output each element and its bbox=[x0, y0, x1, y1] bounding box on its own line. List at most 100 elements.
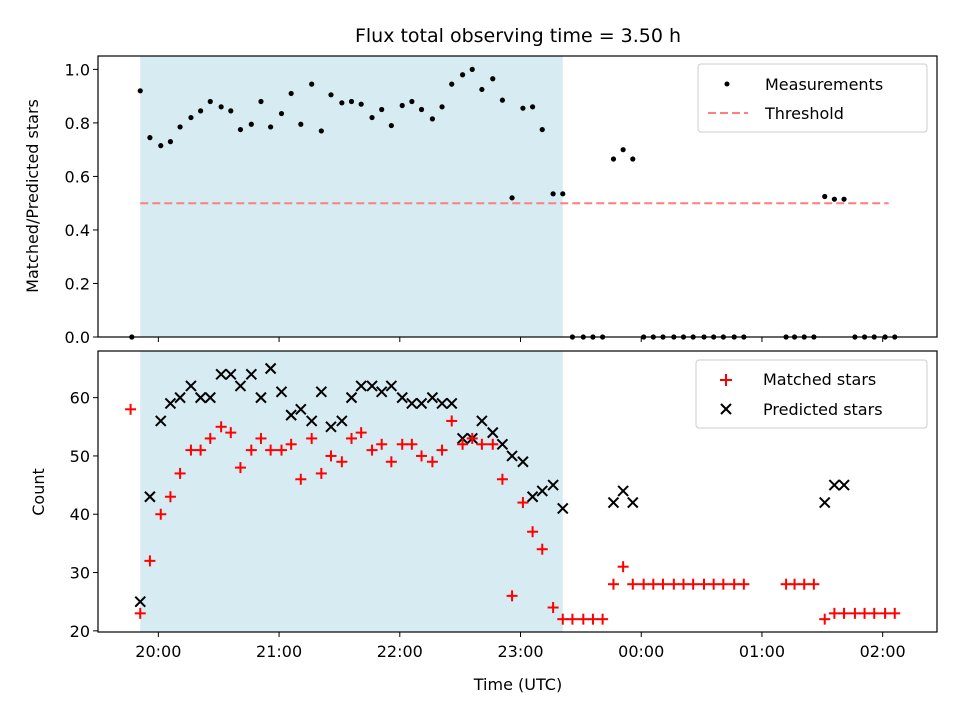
top-legend-box bbox=[697, 63, 928, 133]
matched-star-point bbox=[657, 578, 669, 590]
matched-star-point bbox=[517, 497, 529, 509]
matched-star-point bbox=[698, 578, 710, 590]
predicted-star-point bbox=[819, 496, 831, 509]
matched-star-point bbox=[889, 607, 901, 619]
measurement-point bbox=[348, 98, 355, 105]
matched-star-point bbox=[355, 427, 367, 439]
measurement-point bbox=[268, 124, 274, 130]
predicted-star-points bbox=[134, 362, 850, 608]
measurement-point bbox=[550, 191, 556, 197]
matched-star-point bbox=[849, 607, 861, 619]
predicted-star-point bbox=[366, 380, 378, 392]
predicted-star-point bbox=[185, 380, 197, 392]
matched-star-point bbox=[487, 438, 499, 450]
measurement-points bbox=[129, 66, 898, 340]
predicted-star-point bbox=[517, 456, 529, 468]
predicted-star-point bbox=[204, 391, 216, 404]
legend-threshold-label: Threshold bbox=[764, 104, 844, 123]
predicted-star-point bbox=[264, 362, 277, 375]
measurement-point bbox=[399, 102, 405, 109]
measurement-point bbox=[288, 90, 294, 97]
predicted-star-point bbox=[164, 397, 177, 410]
matched-star-point bbox=[245, 444, 257, 456]
matched-star-point bbox=[144, 555, 156, 567]
top-x-ticks bbox=[157, 337, 884, 342]
matched-star-point bbox=[134, 607, 146, 619]
top-axes-frame bbox=[97, 55, 938, 338]
legend-predicted-label: Predicted stars bbox=[763, 400, 883, 419]
matched-star-point bbox=[225, 427, 237, 439]
y-tick-label: 50 bbox=[70, 447, 90, 466]
measurement-point bbox=[309, 81, 315, 87]
measurement-point bbox=[560, 191, 566, 197]
matched-star-point bbox=[185, 444, 197, 456]
matched-star-point bbox=[125, 403, 137, 415]
matched-star-points bbox=[125, 403, 901, 625]
matched-star-point bbox=[155, 508, 167, 520]
measurement-point bbox=[369, 114, 375, 121]
predicted-star-point bbox=[415, 397, 428, 410]
chart-title: Flux total observing time = 3.50 h bbox=[355, 25, 681, 47]
top-panel: 0.0 0.2 0.4 0.6 0.8 1.0 Matched/Predicted sta… bbox=[23, 55, 938, 347]
matched-star-point bbox=[396, 438, 408, 450]
y-tick-label: 60 bbox=[70, 389, 90, 408]
bottom-x-ticks: 20:00 21:00 22:00 23:00 00:00 01:00 02:00 bbox=[135, 632, 906, 661]
bottom-axes-frame bbox=[97, 350, 938, 633]
measurement-point bbox=[278, 110, 285, 117]
matched-star-point bbox=[265, 444, 277, 456]
predicted-star-point bbox=[194, 391, 207, 404]
legend-matched-label: Matched stars bbox=[763, 370, 876, 389]
bottom-legend-box bbox=[695, 359, 928, 429]
x-tick-label: 20:00 bbox=[135, 642, 181, 661]
x-tick-label: 22:00 bbox=[377, 642, 423, 661]
predicted-star-point bbox=[336, 415, 348, 427]
measurement-point bbox=[177, 124, 183, 130]
matched-star-point bbox=[868, 607, 880, 619]
predicted-star-point bbox=[315, 386, 328, 398]
predicted-star-point bbox=[285, 409, 297, 421]
matched-star-point bbox=[668, 578, 680, 590]
predicted-star-point bbox=[487, 426, 499, 439]
measurement-point bbox=[479, 86, 485, 93]
matched-star-point bbox=[627, 578, 639, 590]
predicted-star-point bbox=[174, 391, 186, 404]
measurement-point bbox=[339, 100, 345, 106]
predicted-star-point bbox=[396, 391, 408, 404]
measurement-point bbox=[439, 104, 445, 110]
predicted-star-point bbox=[134, 595, 146, 608]
predicted-star-point bbox=[426, 391, 439, 404]
measurement-point bbox=[620, 147, 626, 153]
bottom-y-axis-label: Count bbox=[29, 468, 48, 516]
measurement-point bbox=[258, 98, 264, 105]
predicted-star-point bbox=[155, 415, 167, 427]
x-tick-label: 21:00 bbox=[256, 642, 302, 661]
y-tick-label: 0.0 bbox=[65, 328, 90, 347]
measurement-point bbox=[358, 101, 364, 107]
predicted-star-point bbox=[275, 386, 288, 398]
y-tick-label: 1.0 bbox=[65, 60, 90, 79]
measurement-point bbox=[520, 105, 526, 111]
legend-matched-marker bbox=[720, 374, 732, 386]
bottom-y-ticks: 20 30 40 50 60 bbox=[70, 389, 98, 641]
predicted-star-point bbox=[557, 502, 569, 515]
matched-star-point bbox=[385, 456, 397, 468]
measurement-point bbox=[158, 143, 164, 149]
matched-star-point bbox=[255, 432, 267, 444]
predicted-star-point bbox=[375, 386, 388, 398]
matched-star-point bbox=[808, 578, 820, 590]
measurement-point bbox=[822, 193, 828, 200]
predicted-star-point bbox=[547, 479, 559, 491]
measurement-point bbox=[328, 92, 334, 98]
measurement-point bbox=[509, 195, 515, 201]
measurement-point bbox=[630, 156, 636, 162]
top-y-ticks: 0.0 0.2 0.4 0.6 0.8 1.0 bbox=[65, 60, 98, 347]
matched-star-point bbox=[195, 444, 207, 456]
y-tick-label: 0.4 bbox=[65, 221, 90, 240]
predicted-star-point bbox=[536, 485, 548, 497]
measurement-point bbox=[409, 98, 415, 105]
predicted-star-point bbox=[355, 380, 367, 392]
matched-star-point bbox=[859, 607, 871, 619]
matched-star-point bbox=[416, 450, 428, 462]
measurement-point bbox=[188, 114, 194, 121]
